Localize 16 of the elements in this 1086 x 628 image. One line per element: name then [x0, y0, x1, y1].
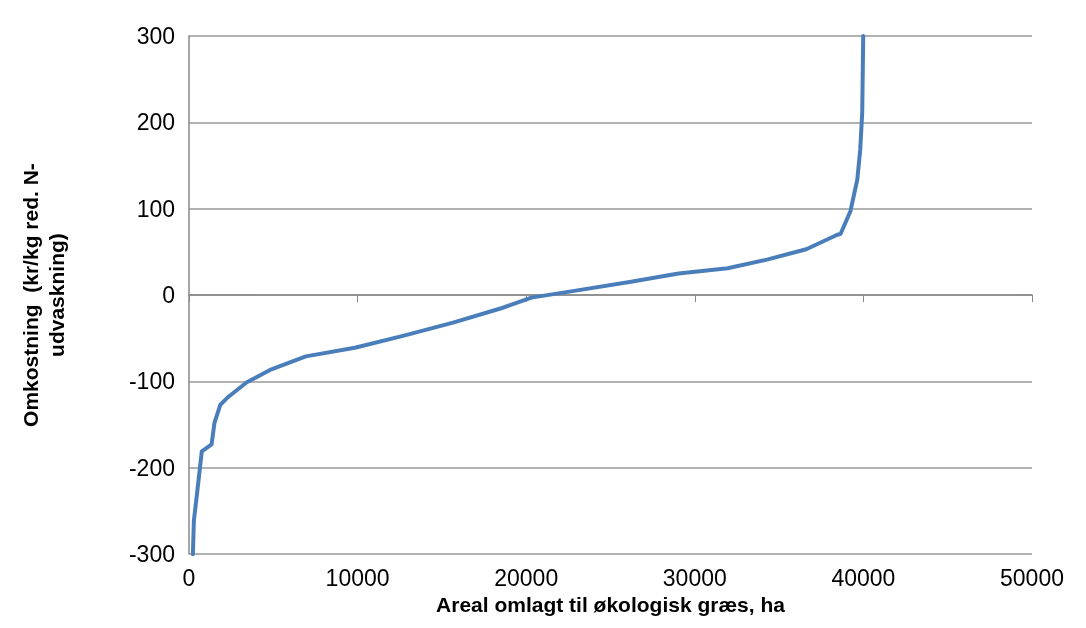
y-tick-label: -300: [128, 541, 175, 568]
x-tick-label: 10000: [325, 564, 390, 591]
y-tick-label: 300: [136, 23, 175, 49]
x-tick-label: 20000: [494, 564, 559, 591]
y-tick-label: -200: [128, 454, 175, 481]
y-tick-label: 0: [162, 282, 175, 309]
x-tick-label: 40000: [831, 564, 896, 591]
x-tick-label: 50000: [1000, 564, 1064, 591]
x-axis-title: Areal omlagt til økologisk græs, ha: [436, 593, 786, 616]
y-tick-label: 200: [136, 109, 175, 136]
x-tick-label: 0: [182, 564, 196, 591]
line-series: [190, 34, 866, 557]
y-axis-title: Omkostning (kr/kg red. N- udvaskning): [18, 163, 68, 427]
x-tick-label: 30000: [662, 564, 727, 591]
y-tick-label: 100: [136, 195, 175, 222]
y-tick-label: -100: [128, 368, 175, 395]
